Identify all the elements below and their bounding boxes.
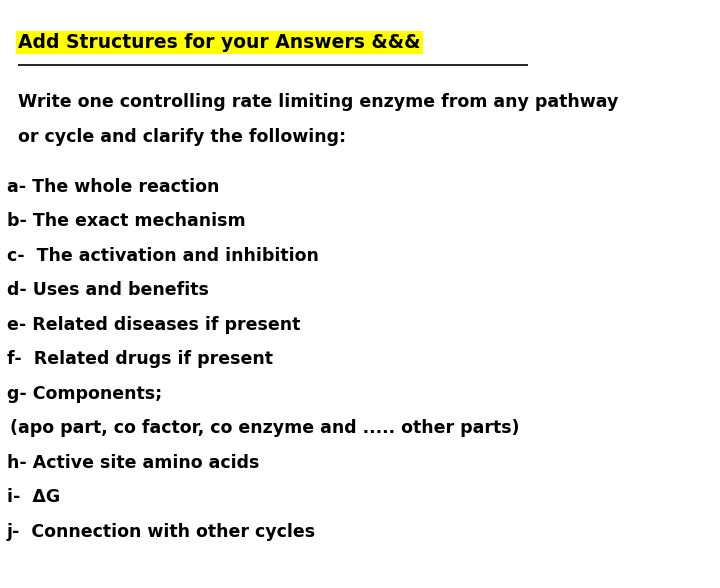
Text: j-  Connection with other cycles: j- Connection with other cycles (7, 523, 316, 541)
Text: g- Components;: g- Components; (7, 385, 162, 403)
Text: e- Related diseases if present: e- Related diseases if present (7, 316, 300, 334)
Text: i-  ΔG: i- ΔG (7, 489, 60, 506)
Text: a- The whole reaction: a- The whole reaction (7, 178, 220, 196)
Text: (apo part, co factor, co enzyme and ..... other parts): (apo part, co factor, co enzyme and ....… (9, 419, 519, 437)
Text: or cycle and clarify the following:: or cycle and clarify the following: (18, 128, 346, 146)
Text: Write one controlling rate limiting enzyme from any pathway: Write one controlling rate limiting enzy… (18, 93, 618, 111)
Text: Add Structures for your Answers &&&: Add Structures for your Answers &&& (18, 33, 420, 52)
Text: d- Uses and benefits: d- Uses and benefits (7, 282, 209, 299)
Text: f-  Related drugs if present: f- Related drugs if present (7, 350, 273, 369)
Text: c-  The activation and inhibition: c- The activation and inhibition (7, 247, 319, 265)
Text: b- The exact mechanism: b- The exact mechanism (7, 212, 246, 230)
Text: h- Active site amino acids: h- Active site amino acids (7, 454, 259, 472)
